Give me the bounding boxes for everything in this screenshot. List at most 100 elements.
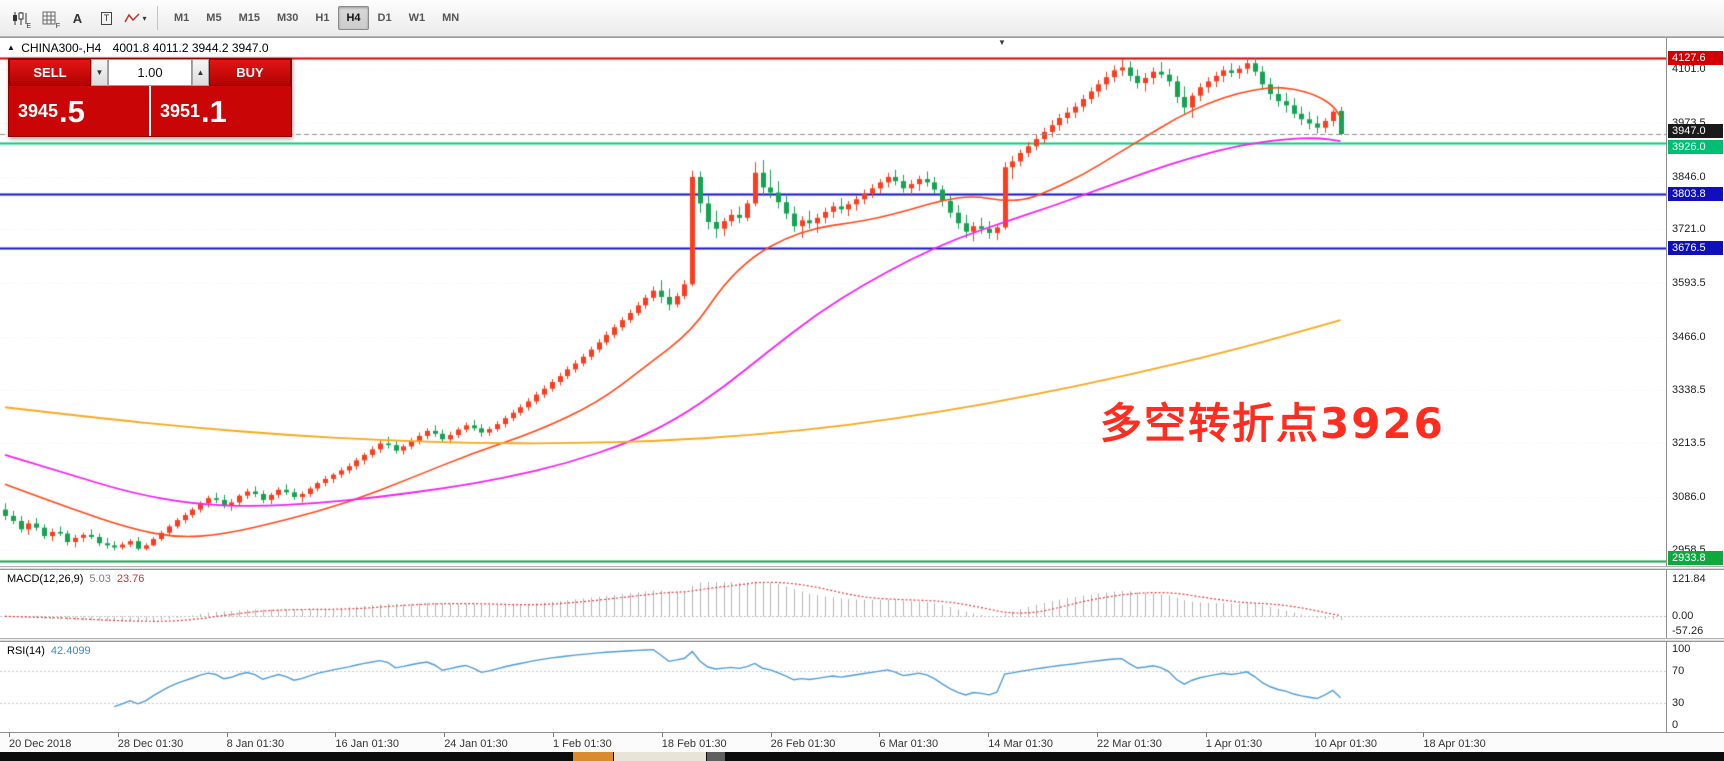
time-axis[interactable]: 20 Dec 2018 28 Dec 01:30 8 Jan 01:30 16 Jan… bbox=[0, 732, 1724, 752]
price-axis-badge: 4127.6 bbox=[1668, 50, 1723, 65]
toolbar: E F A T ▾ M1 M5 M15 M30 H1 H4 D1 W1 MN bbox=[0, 0, 1724, 37]
price-axis-badge: 3803.8 bbox=[1668, 187, 1723, 202]
candles-glyph bbox=[12, 11, 26, 25]
time-axis-label: 20 Dec 2018 bbox=[9, 738, 72, 750]
buy-button[interactable]: BUY bbox=[209, 59, 291, 86]
price-chart-panel: ▼ ▲ CHINA300-,H4 4001.8 4011.2 3944.2 39… bbox=[0, 38, 1724, 566]
macd-axis-label: 121.84 bbox=[1672, 572, 1706, 585]
zigzag-glyph bbox=[124, 13, 141, 23]
buy-price[interactable]: 3951 .1 bbox=[151, 86, 291, 136]
time-axis-tick bbox=[9, 733, 10, 737]
taskbar-item bbox=[707, 752, 725, 761]
taskbar-item bbox=[614, 752, 706, 761]
time-axis-label: 24 Jan 01:30 bbox=[444, 738, 508, 750]
rsi-axis-label: 30 bbox=[1672, 697, 1685, 710]
time-axis-tick bbox=[117, 733, 119, 737]
rsi-axis[interactable]: 100 70 30 0 bbox=[1666, 642, 1724, 732]
time-axis-label: 1 Feb 01:30 bbox=[553, 738, 612, 750]
time-axis-label: 18 Apr 01:30 bbox=[1423, 738, 1486, 750]
time-axis-label: 8 Jan 01:30 bbox=[226, 738, 285, 750]
time-axis-tick bbox=[553, 733, 554, 737]
timeframe-h1[interactable]: H1 bbox=[307, 6, 337, 30]
time-axis-label: 10 Apr 01:30 bbox=[1314, 738, 1377, 750]
volume-dropdown-button[interactable]: ▼ bbox=[91, 59, 108, 86]
timeframe-m15[interactable]: M15 bbox=[231, 6, 268, 30]
price-axis-label: 3846.0 bbox=[1672, 170, 1706, 183]
toolbar-separator bbox=[157, 6, 158, 30]
time-axis-label: 1 Apr 01:30 bbox=[1205, 738, 1263, 750]
rsi-axis-label: 70 bbox=[1672, 664, 1685, 677]
macd-axis[interactable]: 121.84 0.00 -57.26 bbox=[1666, 570, 1724, 638]
price-axis-label: 3593.5 bbox=[1672, 276, 1706, 289]
price-axis-badge: 3926.0 bbox=[1668, 139, 1723, 154]
time-axis-tick bbox=[879, 733, 881, 737]
price-axis-badge: 3947.0 bbox=[1668, 124, 1723, 138]
chart-annotation: 多空转折点3926 bbox=[1100, 399, 1445, 448]
symbol-triangle-icon: ▲ bbox=[7, 43, 15, 52]
candle-chart-icon[interactable]: E bbox=[6, 5, 33, 31]
time-axis-label: 6 Mar 01:30 bbox=[879, 738, 939, 750]
chevron-down-icon: ▾ bbox=[142, 13, 147, 23]
volume-input[interactable] bbox=[108, 59, 192, 86]
trade-controls-row: SELL ▼ ▲ BUY bbox=[9, 59, 291, 86]
chevron-up-icon: ▲ bbox=[196, 68, 205, 77]
icon-sub-label: F bbox=[55, 23, 60, 30]
macd-panel: MACD(12,26,9) 5.03 23.76 121.84 0.00 -57.26 bbox=[0, 570, 1724, 638]
panel-splitter[interactable] bbox=[0, 566, 1724, 570]
macd-main-value: 5.03 bbox=[89, 573, 111, 585]
sell-button[interactable]: SELL bbox=[9, 59, 91, 86]
grid-glyph bbox=[42, 11, 55, 25]
price-axis-label: 3338.5 bbox=[1672, 384, 1706, 397]
time-axis-label: 16 Jan 01:30 bbox=[335, 738, 400, 750]
timeframe-m5[interactable]: M5 bbox=[198, 6, 229, 30]
time-axis-label: 14 Mar 01:30 bbox=[988, 738, 1054, 750]
time-axis-tick bbox=[1097, 733, 1098, 737]
macd-axis-label: 0.00 bbox=[1672, 610, 1694, 623]
time-axis-tick bbox=[1205, 733, 1207, 737]
taskbar-sliver bbox=[0, 752, 1724, 761]
sell-price[interactable]: 3945 .5 bbox=[9, 86, 149, 136]
price-axis-label: 3466.0 bbox=[1672, 330, 1706, 343]
price-axis-badge: 3676.5 bbox=[1668, 240, 1723, 255]
time-axis-tick bbox=[770, 733, 772, 737]
time-axis-label: 18 Feb 01:30 bbox=[661, 738, 727, 750]
timeframe-m1[interactable]: M1 bbox=[166, 6, 197, 30]
rsi-canvas[interactable] bbox=[0, 642, 1666, 732]
ohlc-values: 4001.8 4011.2 3944.2 3947.0 bbox=[112, 41, 269, 55]
rsi-label: RSI(14) 42.4099 bbox=[7, 645, 91, 657]
price-axis-label: 4101.0 bbox=[1672, 63, 1706, 76]
polyline-tool-icon[interactable]: ▾ bbox=[122, 5, 149, 31]
time-axis-label: 28 Dec 01:30 bbox=[117, 738, 184, 750]
time-axis-tick bbox=[226, 733, 228, 737]
one-click-trading-panel: SELL ▼ ▲ BUY 3945 .5 3951 .1 bbox=[8, 58, 292, 137]
price-axis-label: 3721.0 bbox=[1672, 223, 1706, 236]
grid-icon[interactable]: F bbox=[35, 5, 62, 31]
panel-splitter[interactable] bbox=[0, 638, 1724, 642]
time-axis-tick bbox=[988, 733, 990, 737]
timeframe-h4[interactable]: H4 bbox=[338, 6, 369, 30]
rsi-value: 42.4099 bbox=[50, 645, 91, 657]
macd-signal-value: 23.76 bbox=[116, 573, 145, 585]
timeframe-d1[interactable]: D1 bbox=[370, 6, 400, 30]
macd-axis-label: -57.26 bbox=[1672, 625, 1704, 637]
time-axis-label: 22 Mar 01:30 bbox=[1097, 738, 1162, 750]
price-axis-badge: 2933.8 bbox=[1668, 551, 1723, 565]
rsi-axis-label: 100 bbox=[1672, 643, 1691, 655]
chart-window: ▼ ▲ CHINA300-,H4 4001.8 4011.2 3944.2 39… bbox=[0, 37, 1724, 761]
text-tool-icon[interactable]: T bbox=[93, 5, 120, 31]
chart-ohlc-header: ▲ CHINA300-,H4 4001.8 4011.2 3944.2 3947… bbox=[7, 41, 269, 55]
time-axis-tick bbox=[1314, 733, 1316, 737]
time-axis-tick bbox=[335, 733, 337, 737]
time-axis-label: 26 Feb 01:30 bbox=[770, 738, 836, 750]
rsi-axis-label: 0 bbox=[1672, 719, 1679, 731]
volume-stepper-button[interactable]: ▲ bbox=[192, 59, 209, 86]
time-axis-tick bbox=[1423, 733, 1425, 737]
cursor-tool-icon[interactable]: A bbox=[64, 5, 91, 31]
macd-canvas[interactable] bbox=[0, 570, 1666, 638]
timeframe-w1[interactable]: W1 bbox=[401, 6, 434, 30]
price-axis[interactable]: 4101.0 3973.5 3846.0 3721.0 3593.5 3466.0 3338… bbox=[1666, 38, 1724, 566]
timeframe-m30[interactable]: M30 bbox=[269, 6, 306, 30]
symbol-label: CHINA300-,H4 bbox=[21, 41, 102, 55]
timeframe-mn[interactable]: MN bbox=[434, 6, 467, 30]
price-axis-label: 3086.0 bbox=[1672, 490, 1706, 503]
